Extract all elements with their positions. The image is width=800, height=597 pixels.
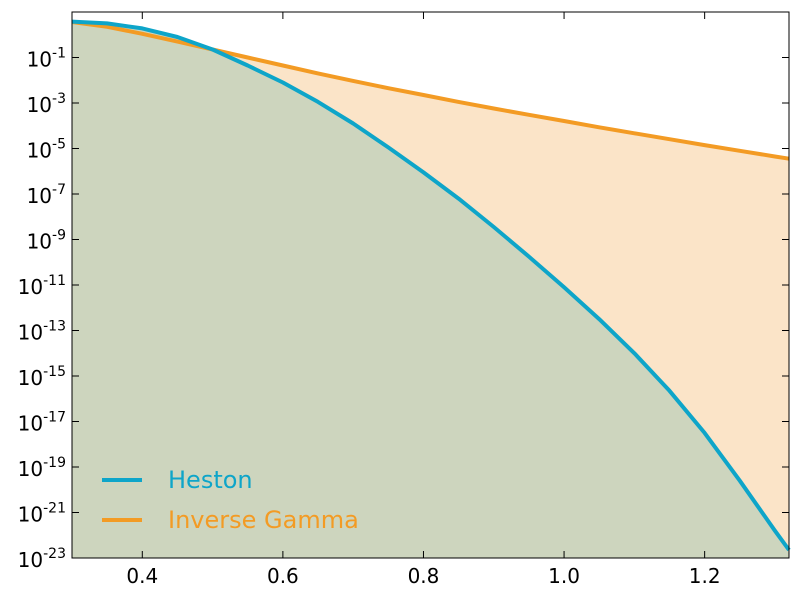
axis-tick-labels: 0.4 0.6 0.8 1.0 1.2 10-23 10-21 10-19 10-17 10-15… (18, 46, 721, 589)
series-line-heston (71, 19, 791, 552)
series-line-inverse-gamma (71, 20, 790, 161)
series-fill-heston (72, 21, 789, 559)
x-tick-label: 0.4 (126, 564, 158, 588)
y-tick-label: 10-19 (18, 455, 66, 481)
x-tick-label: 1.0 (548, 564, 580, 588)
x-tick-label: 0.8 (408, 564, 440, 588)
y-tick-label: 10-17 (18, 410, 66, 436)
legend-label: Inverse Gamma (168, 506, 359, 534)
y-tick-label: 10-21 (18, 501, 66, 527)
legend: Heston Inverse Gamma (102, 466, 359, 534)
y-tick-label: 10-11 (18, 273, 66, 299)
y-tick-label: 10-5 (27, 137, 66, 163)
legend-label: Heston (168, 466, 253, 494)
y-tick-label: 10-1 (27, 46, 66, 72)
y-tick-label: 10-13 (18, 319, 66, 345)
x-tick-label: 0.6 (267, 564, 299, 588)
y-tick-label: 10-15 (18, 364, 66, 390)
x-tick-label: 1.2 (689, 564, 721, 588)
y-tick-label: 10-9 (27, 228, 66, 254)
y-tick-label: 10-7 (27, 182, 66, 208)
axis-ticks (72, 12, 789, 559)
y-tick-label: 10-3 (27, 91, 66, 117)
series-fills (72, 21, 789, 559)
series-lines (71, 19, 791, 552)
y-tick-label: 10-23 (18, 546, 66, 572)
